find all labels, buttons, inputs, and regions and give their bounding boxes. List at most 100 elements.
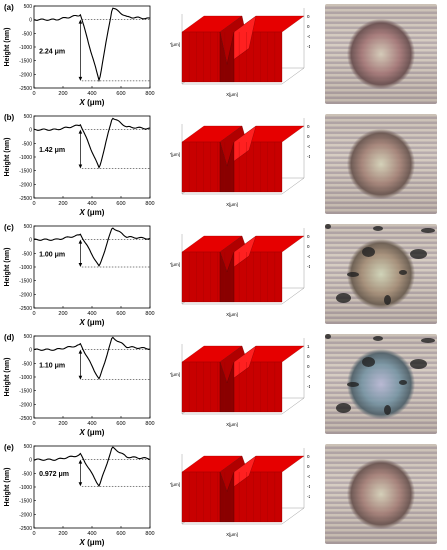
x-tick-label: 400 bbox=[87, 531, 96, 537]
y-tick-label: -2500 bbox=[19, 416, 32, 422]
profile-curve bbox=[33, 336, 151, 380]
profile-curve bbox=[34, 227, 151, 267]
surface-z-tick: 0 bbox=[307, 244, 310, 249]
profile-curve bbox=[33, 117, 151, 169]
debris-particle bbox=[410, 359, 427, 369]
x-tick-label: 0 bbox=[32, 91, 35, 97]
surface-x-label: X[μm] bbox=[226, 92, 238, 97]
surface-z-tick: -1.0 bbox=[307, 264, 310, 269]
surface-y-label: Y[μm] bbox=[170, 482, 180, 487]
profile-curve bbox=[33, 7, 151, 83]
debris-particle bbox=[373, 336, 383, 341]
debris-particle bbox=[410, 249, 427, 259]
panel-label: (a) bbox=[4, 3, 14, 12]
debris-particle bbox=[384, 405, 391, 415]
y-tick-label: 500 bbox=[24, 334, 33, 340]
debris-particle bbox=[347, 272, 359, 277]
surface-z-tick: 0.5 bbox=[307, 124, 310, 129]
surface-z-tick: 0 bbox=[307, 364, 310, 369]
x-tick-label: 600 bbox=[116, 531, 125, 537]
debris-particle bbox=[325, 334, 331, 339]
debris-particle bbox=[336, 293, 351, 303]
surface-y-label: Y[μm] bbox=[170, 262, 180, 267]
x-tick-label: 800 bbox=[145, 421, 154, 427]
micrograph-image bbox=[325, 4, 437, 104]
panel-row: (c) 500 0 -500 -1000 -1500 -2000 -2500 0 200 400 60… bbox=[0, 220, 447, 328]
debris-particle bbox=[362, 247, 375, 257]
surface-3d-plot: X[μm] Y[μm] 0.5 0 -0.5 -1 bbox=[170, 118, 310, 207]
surface-z-tick: -1.0 bbox=[307, 44, 310, 49]
x-tick-label: 400 bbox=[87, 311, 96, 317]
panel-label: (d) bbox=[4, 333, 15, 342]
surface-x-label: X[μm] bbox=[226, 312, 238, 317]
depth-label: 1.10 μm bbox=[39, 363, 65, 370]
surface-x-label: X[μm] bbox=[226, 202, 238, 207]
debris-particle bbox=[373, 226, 383, 231]
y-tick-label: 0 bbox=[29, 458, 32, 464]
y-tick-label: -1500 bbox=[19, 169, 32, 175]
surface-z-tick: 0.5 bbox=[307, 454, 310, 459]
y-tick-label: 500 bbox=[24, 114, 33, 120]
panel-row: (b) 500 0 -500 -1000 -1500 -2000 -2500 0 200 400 60… bbox=[0, 110, 447, 218]
x-tick-label: 200 bbox=[58, 91, 67, 97]
panel-label: (e) bbox=[4, 443, 14, 452]
depth-label: 1.42 μm bbox=[39, 147, 65, 154]
y-tick-label: -1500 bbox=[19, 499, 32, 505]
surface-z-tick: 0 bbox=[307, 134, 310, 139]
y-axis-label: Height (nm) bbox=[4, 138, 11, 177]
x-tick-label: 400 bbox=[87, 421, 96, 427]
depth-label: 1.00 μm bbox=[39, 251, 65, 258]
surface-z-tick: -1 bbox=[307, 484, 310, 489]
surface-z-tick: 0.5 bbox=[307, 354, 310, 359]
y-tick-label: 500 bbox=[24, 4, 33, 10]
profile-curve bbox=[33, 446, 151, 487]
panel-label: (c) bbox=[4, 223, 14, 232]
y-tick-label: -500 bbox=[22, 471, 32, 477]
surface-z-tick: -1 bbox=[307, 154, 310, 159]
y-axis-label: Height (nm) bbox=[4, 358, 11, 397]
debris-particle bbox=[362, 357, 375, 367]
surface-z-tick: -0.5 bbox=[307, 144, 310, 149]
panel-row: (a) 500 0 -500 -1000 -1500 -2000 -2500 0 200 400 60… bbox=[0, 0, 447, 108]
y-tick-label: -2500 bbox=[19, 196, 32, 202]
surface-z-tick: -0.5 bbox=[307, 374, 310, 379]
depth-label: 2.24 μm bbox=[39, 48, 65, 55]
surface-3d-plot: X[μm] Y[μm] 0.5 0 -0.5 -1.0 bbox=[170, 228, 310, 317]
y-tick-label: -1500 bbox=[19, 279, 32, 285]
y-tick-label: 0 bbox=[29, 18, 32, 24]
surface-z-tick: 0 bbox=[307, 24, 310, 29]
x-tick-label: 800 bbox=[145, 201, 154, 207]
y-tick-label: -2000 bbox=[19, 72, 32, 78]
y-axis-label: Height (nm) bbox=[4, 248, 11, 287]
surface-z-tick: 0.5 bbox=[307, 234, 310, 239]
y-tick-label: -500 bbox=[22, 361, 32, 367]
x-tick-label: 400 bbox=[87, 201, 96, 207]
x-tick-label: 200 bbox=[58, 201, 67, 207]
y-tick-label: -1000 bbox=[19, 375, 32, 381]
y-tick-label: -500 bbox=[22, 251, 32, 257]
panel-row: (d) 500 0 -500 -1000 -1500 -2000 -2500 0 200 400 60… bbox=[0, 330, 447, 438]
debris-particle bbox=[336, 403, 351, 413]
x-tick-label: 0 bbox=[32, 531, 35, 537]
panel-label: (b) bbox=[4, 113, 15, 122]
surface-3d-plot: X[μm] Y[μm] 1 0.5 0 -0.5 -1.0 bbox=[170, 338, 310, 427]
y-tick-label: -2000 bbox=[19, 182, 32, 188]
y-tick-label: 0 bbox=[29, 238, 32, 244]
debris-particle bbox=[421, 228, 435, 233]
debris-particle bbox=[325, 224, 331, 229]
y-tick-label: 500 bbox=[24, 224, 33, 230]
panel-row: (e) 500 0 -500 -1000 -1500 -2000 -2500 0 200 400 60… bbox=[0, 440, 447, 548]
depth-label: 0.972 μm bbox=[39, 471, 69, 478]
y-tick-label: -2500 bbox=[19, 526, 32, 532]
surface-z-tick: -0.5 bbox=[307, 474, 310, 479]
y-tick-label: -2500 bbox=[19, 86, 32, 92]
y-tick-label: -2500 bbox=[19, 306, 32, 312]
x-tick-label: 600 bbox=[116, 91, 125, 97]
surface-z-tick: 1 bbox=[307, 344, 310, 349]
y-tick-label: -1000 bbox=[19, 155, 32, 161]
surface-z-tick: -0.5 bbox=[307, 254, 310, 259]
x-axis-label: X (μm) bbox=[79, 98, 105, 107]
y-tick-label: 500 bbox=[24, 444, 33, 450]
